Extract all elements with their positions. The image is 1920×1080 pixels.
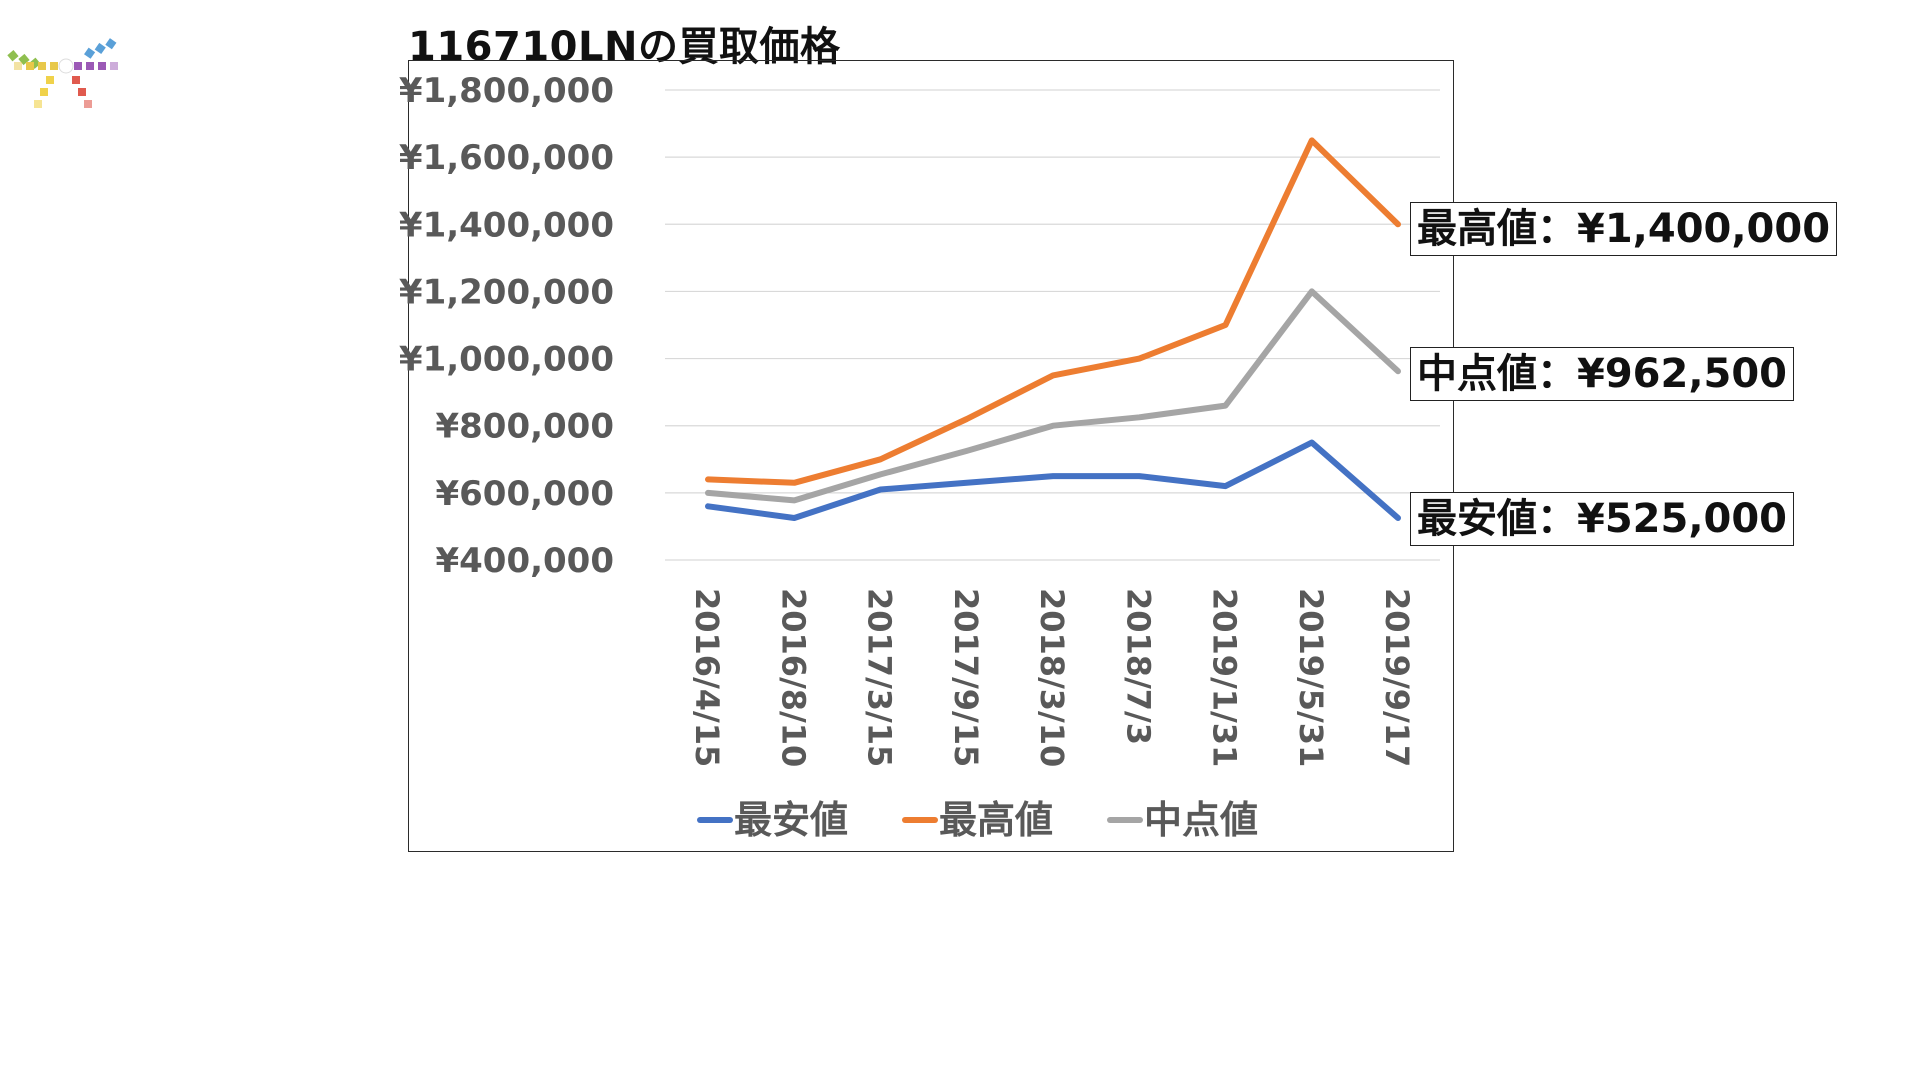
legend-label-max: 最高値: [939, 798, 1053, 842]
callout-min-value: 最安値：¥525,000: [1410, 492, 1795, 546]
y-tick-label: ¥800,000: [435, 407, 614, 447]
x-tick-label: 2019/9/17: [1378, 588, 1416, 767]
legend-label-min: 最安値: [734, 798, 848, 842]
x-tick-label: 2017/9/15: [947, 588, 985, 767]
y-axis-ticks: ¥1,800,000 ¥1,600,000 ¥1,400,000 ¥1,200,000…: [399, 71, 614, 581]
y-tick-label: ¥1,400,000: [399, 205, 614, 245]
logo-icon: [7, 38, 118, 108]
x-tick-label: 2019/1/31: [1206, 588, 1244, 767]
chart-frame: [408, 60, 1454, 852]
y-tick-label: ¥600,000: [435, 474, 614, 514]
series-layer: [705, 137, 1401, 521]
legend: 最安値 最高値 中点値: [697, 798, 1258, 842]
y-tick-label: ¥1,800,000: [399, 71, 614, 111]
callout-mid-value: 中点値：¥962,500: [1410, 347, 1795, 401]
x-tick-label: 2018/3/10: [1033, 588, 1071, 767]
slide-title: 116710LNの買取価格: [408, 24, 841, 70]
x-tick-label: 2016/8/10: [774, 588, 812, 767]
x-tick-label: 2019/5/31: [1292, 588, 1330, 767]
y-tick-label: ¥400,000: [435, 541, 614, 581]
y-tick-label: ¥1,600,000: [399, 138, 614, 178]
y-tick-label: ¥1,000,000: [399, 340, 614, 380]
x-tick-label: 2018/7/3: [1119, 588, 1157, 745]
legend-label-mid: 中点値: [1144, 798, 1258, 842]
y-tick-label: ¥1,200,000: [399, 272, 614, 312]
series-line-mid: [705, 288, 1401, 504]
x-tick-label: 2016/4/15: [688, 588, 726, 767]
callout-max-value: 最高値：¥1,400,000: [1410, 202, 1838, 256]
x-axis-ticks: 2016/4/15 2016/8/10 2017/3/15 2017/9/15 2018…: [688, 588, 1416, 767]
grid-layer: [665, 89, 1440, 561]
x-tick-label: 2017/3/15: [861, 588, 899, 767]
